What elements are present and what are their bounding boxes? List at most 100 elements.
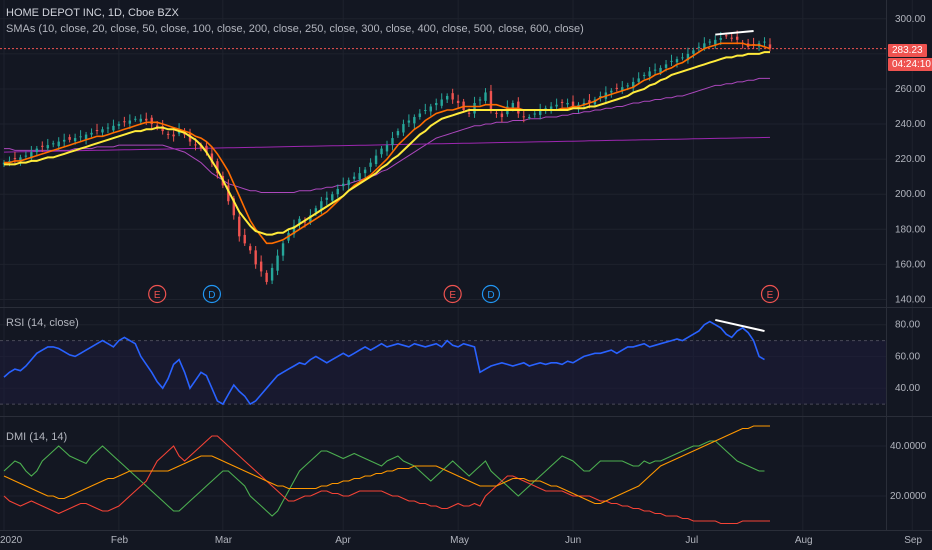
candle-body — [243, 234, 246, 244]
rsi-legend[interactable]: RSI (14, close) — [6, 317, 79, 329]
candle-body — [642, 74, 646, 76]
candle-body — [495, 112, 498, 114]
candle-body — [500, 113, 504, 118]
candle-body — [632, 81, 635, 89]
candle-body — [686, 53, 690, 61]
candle-body — [24, 155, 28, 157]
candle-body — [128, 120, 132, 124]
candle-body — [95, 130, 99, 132]
candle-body — [325, 197, 329, 200]
dmi-plus-line — [3, 440, 765, 517]
candle-body — [692, 50, 695, 54]
price-trendline — [715, 30, 754, 36]
candle-body — [62, 139, 66, 142]
candle-body — [385, 145, 389, 152]
candle-body — [369, 162, 372, 167]
candle-body — [735, 36, 739, 40]
candle-body — [664, 64, 668, 68]
earnings-marker — [443, 284, 462, 304]
candle-body — [725, 35, 728, 37]
candle-body — [456, 100, 460, 103]
candle-body — [670, 60, 673, 62]
price-axis[interactable]: 300.00280.00260.00240.00220.00200.00180.… — [890, 14, 927, 502]
earnings-marker-label: E — [154, 290, 161, 301]
candle-body — [270, 267, 274, 281]
candle-body — [522, 116, 525, 118]
candle-body — [347, 180, 350, 186]
pane-dividers[interactable] — [0, 0, 932, 531]
candle-body — [106, 127, 110, 129]
dmi-legend[interactable]: DMI (14, 14) — [6, 431, 68, 443]
candle-body — [227, 185, 230, 202]
price-tick-label: 240.00 — [895, 119, 926, 130]
last-price-tag: 283.23 — [888, 44, 927, 57]
rsi-line — [3, 318, 765, 406]
rsi-band — [0, 340, 886, 405]
candle-body — [451, 93, 454, 100]
candle-body — [478, 99, 482, 101]
sma-legend[interactable]: SMAs (10, close, 20, close, 50, close, 1… — [6, 23, 584, 35]
time-axis[interactable]: 2020FebMarAprMayJunJulAugSepOct — [0, 535, 932, 546]
candle-body — [123, 121, 126, 123]
candle-body — [681, 57, 684, 59]
candle-body — [374, 155, 378, 165]
candle-body — [637, 78, 640, 82]
candle-body — [555, 104, 558, 107]
rsi-tick-label: 40.00 — [895, 383, 920, 394]
rsi-overbought-oversold-band — [0, 340, 886, 405]
candle-body — [8, 160, 11, 163]
candle-body — [621, 87, 624, 91]
candle-body — [484, 92, 487, 101]
date-tick-label: Aug — [795, 535, 813, 546]
sma-long-line — [4, 77, 770, 193]
candle-body — [435, 102, 438, 106]
candle-body — [156, 125, 159, 128]
candle-body — [429, 106, 432, 112]
candle-body — [150, 117, 153, 125]
candle-body — [653, 69, 657, 71]
candle-body — [697, 46, 701, 48]
rsi-line-path — [3, 320, 765, 406]
price-tick-label: 180.00 — [895, 224, 926, 235]
candle-body — [440, 99, 443, 106]
price-tick-label: 300.00 — [895, 14, 926, 25]
candle-body — [473, 102, 476, 114]
dividend-marker — [481, 284, 501, 304]
candle-body — [560, 101, 564, 103]
candle-body — [84, 134, 88, 140]
candle-body — [331, 194, 334, 201]
candle-body — [57, 141, 60, 147]
candle-body — [232, 198, 235, 216]
candle-body — [489, 91, 493, 111]
candle-body — [281, 243, 285, 256]
dividend-marker-label: D — [208, 290, 215, 301]
price-tick-label: 200.00 — [895, 189, 926, 200]
candle-body — [216, 161, 219, 174]
date-tick-label: 2020 — [0, 535, 23, 546]
candle-body — [610, 90, 613, 93]
candle-body — [112, 125, 115, 131]
candle-body — [336, 188, 339, 195]
candle-body — [139, 118, 142, 122]
candle-body — [768, 44, 772, 49]
dividend-marker — [202, 284, 222, 304]
candle-body — [708, 41, 712, 43]
date-tick-label: Mar — [215, 535, 233, 546]
candle-body — [134, 118, 137, 120]
candle-body — [298, 218, 301, 225]
candle-body — [511, 102, 515, 108]
sma-lines — [4, 30, 771, 245]
candle-body — [626, 85, 629, 87]
candle-body — [46, 145, 49, 149]
price-tick-label: 140.00 — [895, 294, 926, 305]
sma20-line — [4, 51, 770, 236]
candle-body — [380, 148, 383, 155]
candle-body — [314, 208, 318, 213]
candle-body — [396, 131, 400, 136]
candle-body — [402, 124, 405, 133]
date-tick-label: Sep — [904, 535, 922, 546]
candle-body — [358, 173, 361, 180]
candle-body — [265, 272, 268, 282]
